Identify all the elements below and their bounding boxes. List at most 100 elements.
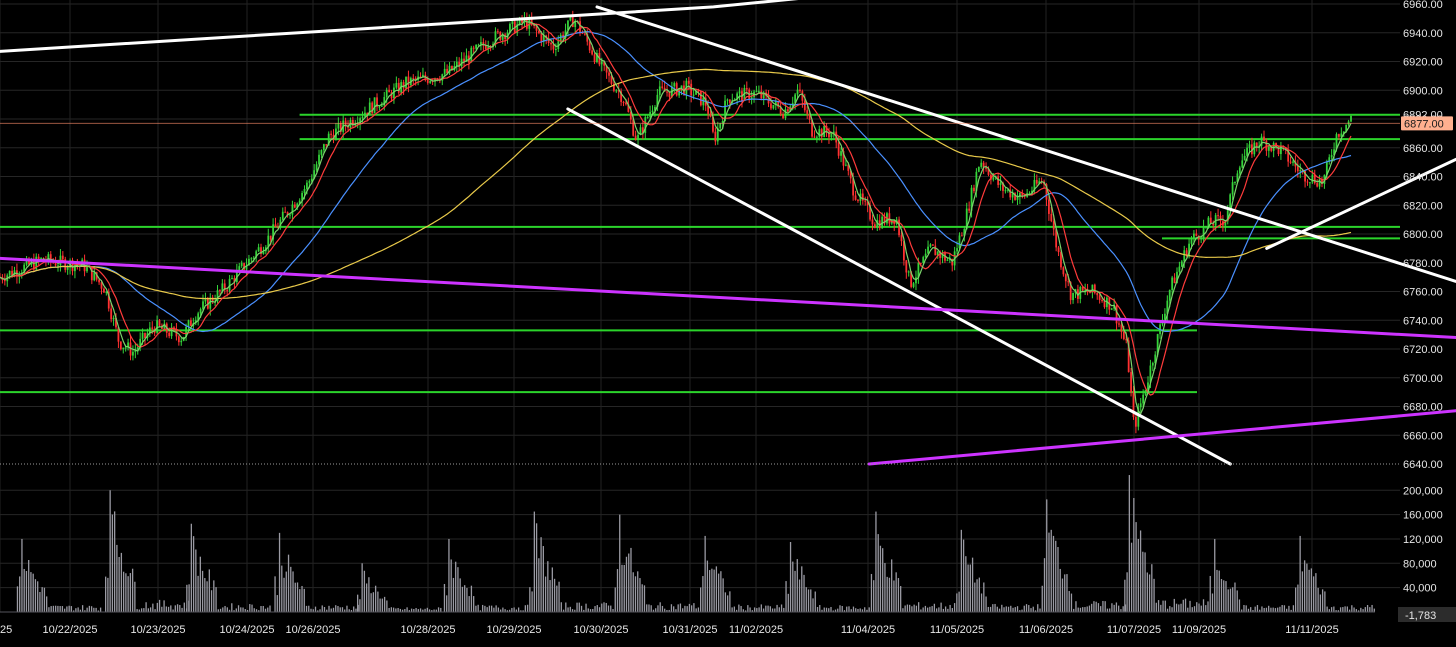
volume-panel[interactable] bbox=[0, 475, 1375, 613]
candle-body bbox=[1018, 192, 1021, 198]
candle-body bbox=[832, 131, 835, 134]
candle-body bbox=[250, 258, 253, 260]
candle-body bbox=[1309, 182, 1311, 184]
trendlines bbox=[0, 0, 1456, 466]
candle-body bbox=[777, 101, 780, 107]
candle-body bbox=[1231, 182, 1234, 195]
candle-body bbox=[1265, 140, 1268, 151]
volume-bar bbox=[949, 604, 951, 612]
volume-bar bbox=[807, 589, 810, 612]
candle-body bbox=[637, 134, 639, 140]
candle-body bbox=[687, 80, 690, 84]
volume-bar bbox=[446, 595, 448, 612]
candle-body bbox=[364, 112, 366, 117]
candle-body bbox=[883, 216, 886, 224]
volume-bar bbox=[233, 610, 235, 612]
candle-body bbox=[617, 90, 620, 92]
trendline[interactable] bbox=[566, 107, 1232, 466]
candle-body bbox=[924, 253, 927, 258]
trendline[interactable] bbox=[0, 256, 1456, 339]
candle-body bbox=[837, 142, 840, 156]
volume-bar bbox=[1279, 606, 1281, 612]
volume-bar bbox=[1178, 604, 1180, 612]
candle-body bbox=[716, 128, 719, 142]
price-tick-label: 6920.00 bbox=[1403, 57, 1443, 69]
volume-bar bbox=[605, 602, 607, 612]
volume-bar bbox=[747, 605, 749, 612]
volume-bar bbox=[479, 610, 482, 612]
trendline[interactable] bbox=[595, 5, 1456, 283]
volume-bar bbox=[390, 607, 393, 612]
volume-bar bbox=[652, 609, 655, 612]
candle-body bbox=[919, 262, 922, 264]
volume-bar bbox=[490, 605, 493, 612]
volume-bar bbox=[1243, 604, 1245, 612]
candle-body bbox=[1190, 238, 1193, 244]
volume-bar bbox=[296, 582, 299, 612]
candle-body bbox=[605, 65, 608, 73]
candle-body bbox=[1202, 226, 1205, 239]
trendline[interactable] bbox=[867, 409, 1456, 466]
candle-body bbox=[71, 260, 74, 272]
volume-bar bbox=[1160, 604, 1162, 612]
candle-body bbox=[948, 258, 951, 260]
volume-bar bbox=[798, 579, 801, 612]
volume-bar bbox=[571, 609, 574, 612]
candle-body bbox=[675, 83, 678, 96]
volume-bar bbox=[452, 577, 455, 612]
volume-bar bbox=[967, 564, 969, 612]
candle-body bbox=[509, 23, 511, 33]
volume-bar bbox=[915, 605, 918, 612]
candle-body bbox=[977, 166, 980, 172]
volume-bar bbox=[466, 588, 468, 612]
candle-body bbox=[373, 97, 376, 114]
volume-bar bbox=[448, 538, 450, 612]
volume-bar bbox=[538, 558, 540, 612]
candle-body bbox=[632, 119, 635, 136]
candle-body bbox=[1132, 392, 1135, 417]
volume-bar bbox=[551, 567, 553, 612]
volume-bar bbox=[641, 584, 643, 612]
volume-bar bbox=[111, 514, 114, 612]
volume-bar bbox=[839, 605, 841, 612]
volume-bar bbox=[339, 607, 341, 612]
candle-body bbox=[3, 279, 6, 282]
volume-bar bbox=[1202, 599, 1205, 612]
volume-bar bbox=[269, 605, 271, 612]
candle-body bbox=[1115, 305, 1118, 324]
volume-bar bbox=[816, 606, 819, 612]
volume-bar bbox=[614, 587, 616, 612]
volume-bar bbox=[1095, 601, 1097, 612]
price-panel[interactable] bbox=[0, 0, 1456, 466]
candle-body bbox=[649, 111, 652, 117]
volume-bar bbox=[794, 570, 796, 612]
volume-bar bbox=[1362, 609, 1364, 612]
trendline[interactable] bbox=[0, 0, 888, 53]
candle-body bbox=[574, 20, 577, 28]
volume-bar bbox=[319, 609, 321, 612]
candle-body bbox=[992, 177, 995, 180]
volume-bar bbox=[1317, 587, 1319, 612]
volume-bar bbox=[877, 534, 879, 612]
candle-body bbox=[554, 48, 557, 50]
volume-bar bbox=[55, 605, 57, 612]
candle-body bbox=[973, 187, 975, 192]
candle-body bbox=[1241, 160, 1244, 168]
candle-body bbox=[1316, 183, 1319, 187]
volume-bar bbox=[395, 608, 397, 612]
trendline[interactable] bbox=[1265, 157, 1456, 250]
candle-body bbox=[646, 116, 649, 118]
candle-body bbox=[170, 327, 173, 337]
volume-bar bbox=[578, 602, 580, 612]
candle-body bbox=[728, 99, 731, 103]
volume-bar bbox=[32, 573, 34, 612]
volume-bar bbox=[383, 596, 386, 612]
candle-body bbox=[1209, 217, 1212, 224]
candle-body bbox=[910, 271, 913, 287]
candle-body bbox=[477, 44, 480, 46]
candle-body bbox=[1318, 179, 1321, 187]
volume-bar bbox=[1180, 603, 1182, 612]
volume-bar bbox=[1086, 606, 1088, 612]
volume-bar bbox=[1200, 605, 1202, 612]
volume-bar bbox=[740, 605, 742, 612]
